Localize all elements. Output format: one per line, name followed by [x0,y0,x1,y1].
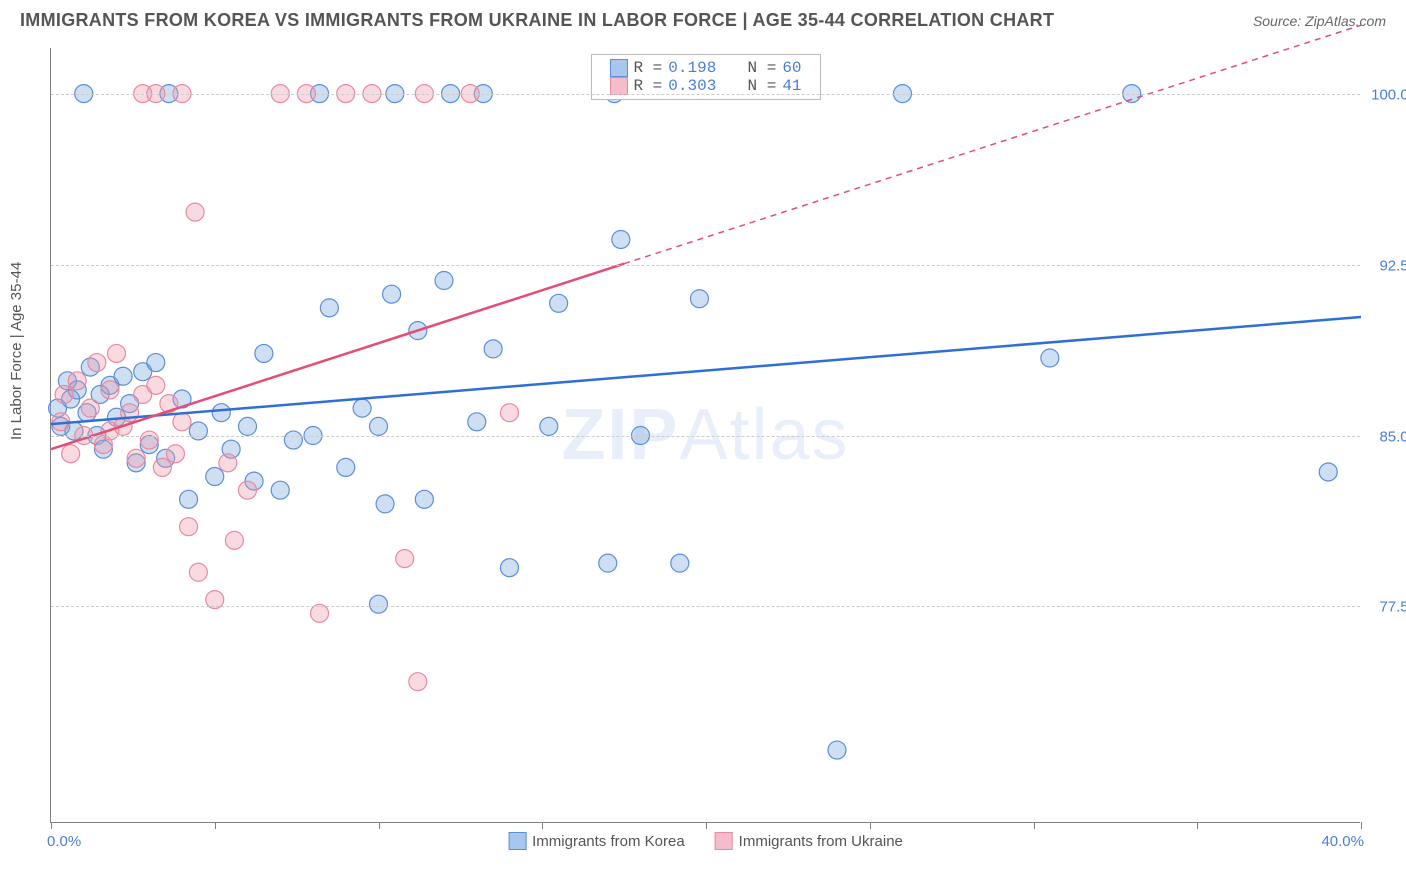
data-point [271,481,289,499]
data-point [550,294,568,312]
swatch-korea-icon [609,59,627,77]
legend-item-ukraine: Immigrants from Ukraine [715,832,903,850]
y-tick-label: 85.0% [1366,428,1406,445]
data-point [62,445,80,463]
source-label: Source: ZipAtlas.com [1253,13,1386,29]
data-point [370,417,388,435]
swatch-ukraine-icon [609,77,627,95]
data-point [225,531,243,549]
data-point [284,431,302,449]
data-point [415,490,433,508]
stat-row-korea: R = 0.198 N = 60 [609,59,801,77]
x-axis-min-label: 0.0% [47,833,81,850]
data-point [114,367,132,385]
data-point [127,449,145,467]
data-point [153,458,171,476]
data-point [337,458,355,476]
data-point [55,385,73,403]
data-point [206,468,224,486]
data-point [212,404,230,422]
data-point [108,344,126,362]
page-title: IMMIGRANTS FROM KOREA VS IMMIGRANTS FROM… [20,10,1054,31]
data-point [468,413,486,431]
data-point [353,399,371,417]
y-tick-label: 100.0% [1366,86,1406,103]
data-point [501,404,519,422]
data-point [435,272,453,290]
data-point [370,595,388,613]
data-point [147,376,165,394]
y-axis-label: In Labor Force | Age 35-44 [8,262,25,440]
data-point [1319,463,1337,481]
data-point [173,413,191,431]
data-point [219,454,237,472]
data-point [409,673,427,691]
stat-row-ukraine: R = 0.303 N = 41 [609,77,801,95]
chart-plot-area: ZIPAtlas R = 0.198 N = 60 R = 0.303 N = … [50,48,1360,823]
data-point [189,563,207,581]
swatch-ukraine-icon [715,832,733,850]
data-point [1041,349,1059,367]
data-point [68,372,86,390]
legend-label-korea: Immigrants from Korea [532,833,685,850]
data-point [189,422,207,440]
y-tick-label: 92.5% [1366,257,1406,274]
data-point [147,354,165,372]
data-point [180,518,198,536]
data-point [166,445,184,463]
data-point [180,490,198,508]
data-point [828,741,846,759]
data-point [690,290,708,308]
data-point [376,495,394,513]
legend-item-korea: Immigrants from Korea [508,832,685,850]
data-point [88,354,106,372]
data-point [540,417,558,435]
swatch-korea-icon [508,832,526,850]
legend: Immigrants from Korea Immigrants from Uk… [508,832,903,850]
y-tick-label: 77.5% [1366,599,1406,616]
data-point [81,399,99,417]
data-point [383,285,401,303]
data-point [671,554,689,572]
data-point [320,299,338,317]
data-point [501,559,519,577]
legend-label-ukraine: Immigrants from Ukraine [739,833,903,850]
data-point [239,481,257,499]
data-point [396,550,414,568]
data-point [255,344,273,362]
data-point [239,417,257,435]
data-point [186,203,204,221]
data-point [140,431,158,449]
data-point [101,381,119,399]
data-point [484,340,502,358]
data-point [599,554,617,572]
data-point [612,230,630,248]
x-axis-max-label: 40.0% [1321,833,1364,850]
